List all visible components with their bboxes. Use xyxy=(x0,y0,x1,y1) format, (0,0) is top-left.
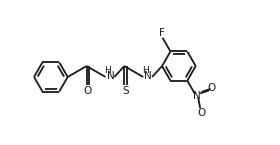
Text: N: N xyxy=(144,71,152,81)
Text: O: O xyxy=(83,86,92,96)
Text: H: H xyxy=(104,66,111,75)
Text: O: O xyxy=(197,108,205,118)
Text: O: O xyxy=(207,83,215,93)
Text: F: F xyxy=(158,28,164,38)
Text: S: S xyxy=(122,86,129,96)
Text: N: N xyxy=(106,71,114,81)
Text: H: H xyxy=(142,66,148,75)
Text: N: N xyxy=(193,91,201,101)
